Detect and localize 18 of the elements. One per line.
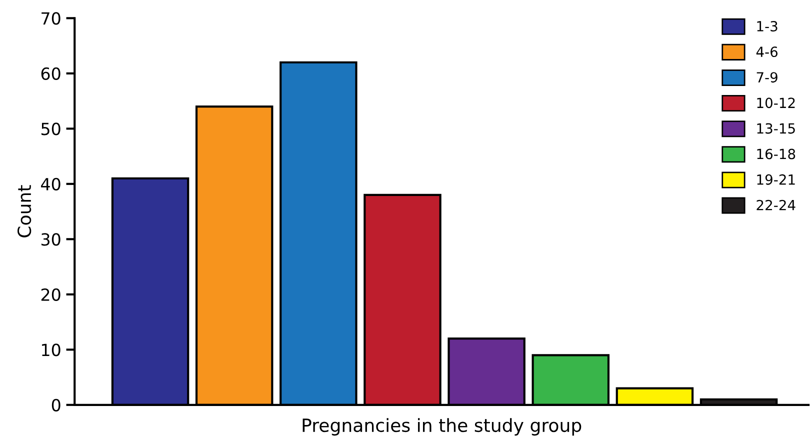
y-tick-label: 40: [41, 178, 60, 190]
y-tick-label: 60: [41, 67, 60, 80]
legend-label: 10-12: [757, 98, 795, 108]
y-tick-label: 10: [42, 344, 60, 356]
legend-label: 4-6: [756, 46, 778, 58]
legend-label: 16-18: [757, 148, 796, 160]
y-tick-label: 50: [41, 122, 60, 136]
x-axis-title: Pregnancies in the study group: [302, 418, 582, 436]
legend-label: 7-9: [756, 72, 778, 83]
legend-label: 22-24: [756, 200, 796, 210]
y-tick-label: 0: [52, 398, 60, 412]
y-axis-title: Count: [18, 185, 32, 238]
legend-label: 1-3: [757, 20, 778, 32]
y-tick-label: 20: [41, 288, 60, 301]
y-tick-label: 30: [41, 233, 60, 246]
legend-label: 19-21: [757, 174, 795, 185]
y-tick-label: 70: [42, 12, 60, 25]
legend-label: 13-15: [757, 123, 795, 134]
